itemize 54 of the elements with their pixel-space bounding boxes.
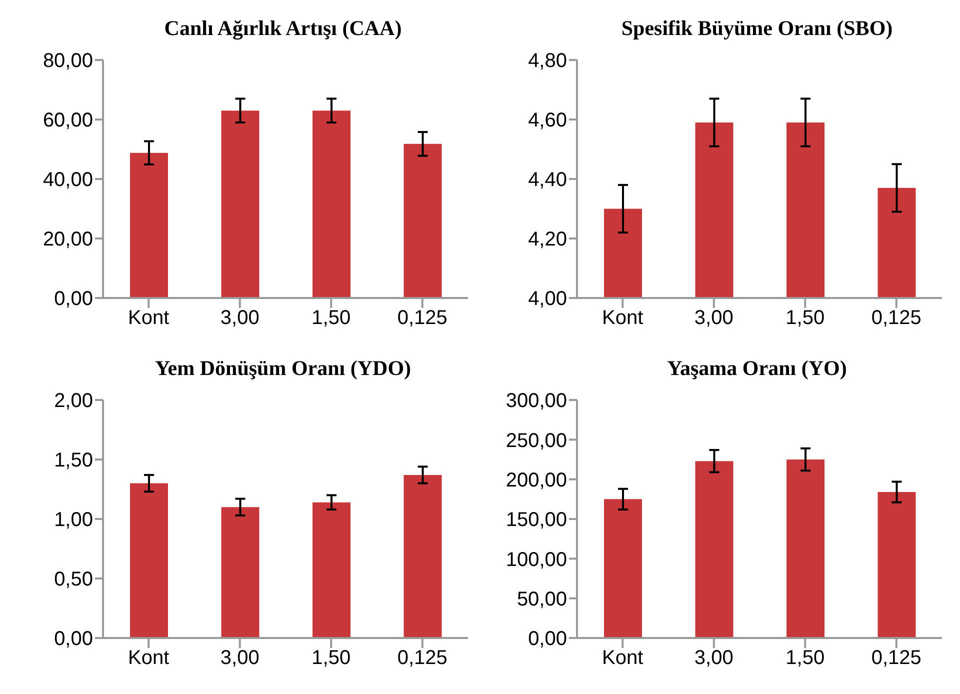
y-tick-label: 0,50 xyxy=(54,568,93,591)
y-tick-label: 1,00 xyxy=(54,509,93,532)
x-tick-label: 0,125 xyxy=(871,307,922,330)
y-tick-label: 20,00 xyxy=(42,228,93,251)
bar xyxy=(404,144,442,298)
x-tick-label: 3,00 xyxy=(220,307,260,330)
bar xyxy=(221,507,260,638)
x-tick-label: 3,00 xyxy=(694,307,734,330)
bar xyxy=(786,460,824,638)
y-tick-label: 0,00 xyxy=(528,628,567,650)
x-tick-label: 1,50 xyxy=(312,647,351,670)
y-tick-label: 50,00 xyxy=(516,588,567,610)
bar xyxy=(695,461,734,638)
x-tick-label: Kont xyxy=(602,647,644,670)
chart-title: Yaşama Oranı (YO) xyxy=(666,355,848,382)
y-tick-label: 0,00 xyxy=(54,628,93,650)
x-tick-label: Kont xyxy=(602,307,644,330)
x-tick-label: Kont xyxy=(128,307,170,330)
x-tick-label: 3,00 xyxy=(694,647,734,670)
x-tick-label: 1,50 xyxy=(786,307,825,330)
bar xyxy=(312,110,350,298)
bar xyxy=(221,110,260,298)
x-tick-label: Kont xyxy=(128,647,170,670)
bar xyxy=(604,499,642,638)
chart-title: Spesifik Büyüme Oranı (SBO) xyxy=(620,15,894,42)
y-tick-label: 150,00 xyxy=(506,509,567,532)
chart-title: Canlı Ağırlık Artışı (CAA) xyxy=(163,15,403,42)
y-tick-label: 4,60 xyxy=(528,110,567,132)
y-tick-label: 200,00 xyxy=(506,469,567,492)
y-tick-label: 250,00 xyxy=(506,430,567,452)
x-tick-label: 0,125 xyxy=(397,647,448,670)
y-tick-label: 300,00 xyxy=(506,390,567,412)
x-tick-label: 0,125 xyxy=(871,647,922,670)
x-tick-label: 1,50 xyxy=(312,307,351,330)
y-tick-label: 1,50 xyxy=(54,450,93,472)
y-tick-label: 80,00 xyxy=(42,50,93,72)
y-tick-label: 4,00 xyxy=(528,288,567,310)
y-tick-label: 4,80 xyxy=(528,50,567,72)
x-tick-label: 3,00 xyxy=(220,647,260,670)
y-tick-label: 60,00 xyxy=(42,110,93,132)
y-tick-label: 40,00 xyxy=(42,169,93,192)
bar xyxy=(404,474,442,638)
x-tick-label: 0,125 xyxy=(397,307,448,330)
y-tick-label: 2,00 xyxy=(54,390,93,412)
y-tick-label: 100,00 xyxy=(506,548,567,571)
bar xyxy=(130,483,168,638)
bar xyxy=(878,492,916,638)
y-tick-label: 0,00 xyxy=(54,288,93,310)
x-tick-label: 1,50 xyxy=(786,647,825,670)
y-tick-label: 4,20 xyxy=(528,228,567,251)
bar xyxy=(130,152,168,298)
chart-title: Yem Dönüşüm Oranı (YDO) xyxy=(154,355,412,382)
y-tick-label: 4,40 xyxy=(528,169,567,192)
bar xyxy=(312,502,350,638)
